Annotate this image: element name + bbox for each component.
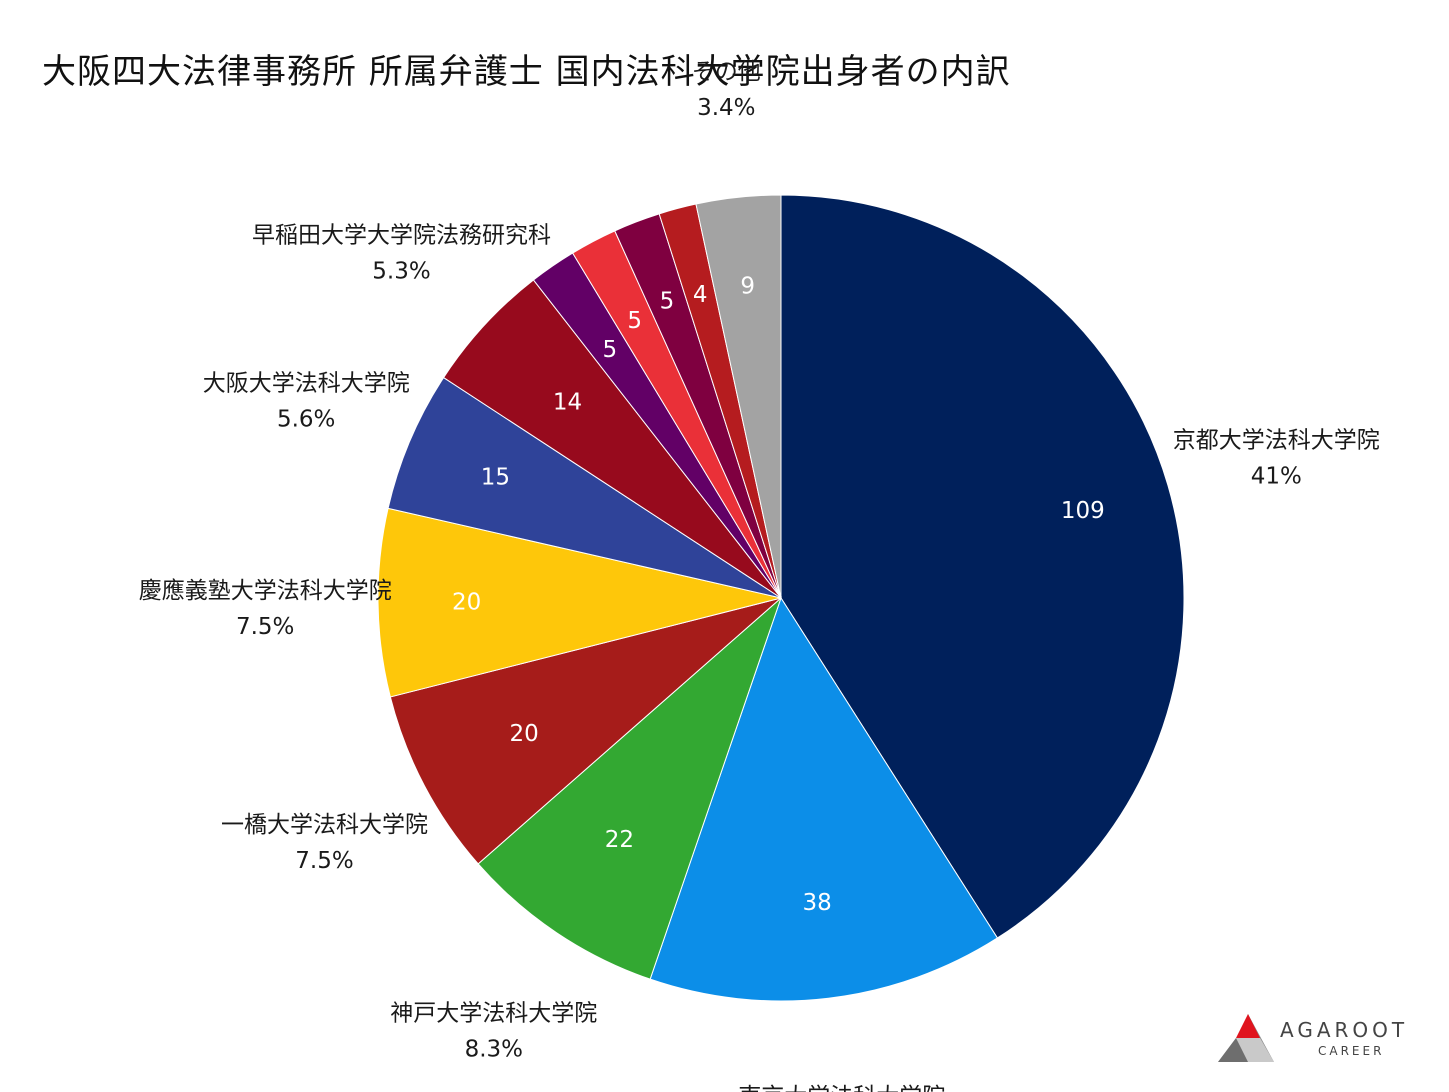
slice-name: 東京大学法科大学院 bbox=[738, 1084, 945, 1092]
pie-slice bbox=[477, 596, 783, 980]
pie-slice bbox=[387, 376, 782, 599]
slice-value-label: 22 bbox=[605, 827, 634, 853]
agaroot-career-logo: AGAROOT CAREER bbox=[1214, 1010, 1434, 1070]
logo-mark-icon bbox=[1218, 1014, 1274, 1062]
slice-category-label: 京都大学法科大学院 41% bbox=[1173, 428, 1380, 490]
slice-percent: 7.5% bbox=[295, 848, 353, 874]
logo-sub: CAREER bbox=[1318, 1044, 1385, 1058]
pie-slice bbox=[695, 194, 782, 599]
slice-name: 慶應義塾大学法科大学院 bbox=[139, 578, 392, 604]
pie-slices bbox=[377, 194, 1185, 1002]
pie-slice bbox=[649, 596, 999, 1002]
slice-percent: 7.5% bbox=[236, 614, 294, 640]
slice-percent: 8.3% bbox=[465, 1037, 523, 1063]
slice-category-label: 早稲田大学大学院法務研究科 5.3% bbox=[252, 223, 551, 285]
slice-name: 早稲田大学大学院法務研究科 bbox=[252, 223, 551, 249]
slice-category-label: その他 3.4% bbox=[692, 59, 761, 121]
slice-value-label: 38 bbox=[802, 890, 831, 916]
slice-category-label: 一橋大学法科大学院 7.5% bbox=[221, 812, 428, 874]
pie-slice bbox=[389, 597, 782, 865]
slice-value-label: 20 bbox=[510, 721, 539, 747]
slice-value-label: 20 bbox=[452, 590, 481, 616]
slice-name: 神戸大学法科大学院 bbox=[390, 1001, 597, 1027]
slice-percent: 5.3% bbox=[372, 259, 430, 285]
pie-slice bbox=[377, 507, 782, 698]
category-labels: 京都大学法科大学院 41% 東京大学法科大学院14.3% 神戸大学法科大学院 8.3% 一… bbox=[139, 59, 1380, 1092]
slice-value-label: 5 bbox=[627, 308, 642, 334]
slice-value-label: 9 bbox=[740, 273, 755, 299]
pie-slice bbox=[780, 194, 1185, 939]
slice-value-label: 109 bbox=[1061, 498, 1105, 524]
slice-name: その他 bbox=[692, 59, 761, 85]
slice-value-label: 4 bbox=[693, 282, 708, 308]
slice-value-label: 5 bbox=[660, 289, 675, 315]
slice-percent: 3.4% bbox=[697, 95, 755, 121]
slice-value-label: 15 bbox=[481, 465, 510, 491]
slice-name: 京都大学法科大学院 bbox=[1173, 428, 1380, 454]
slice-value-label: 14 bbox=[553, 390, 582, 416]
slice-category-label: 大阪大学法科大学院 5.6% bbox=[203, 370, 410, 432]
chart-title: 大阪四大法律事務所 所属弁護士 国内法科大学院出身者の内訳 bbox=[42, 52, 1011, 92]
slice-name: 大阪大学法科大学院 bbox=[203, 370, 410, 396]
slice-percent: 5.6% bbox=[277, 406, 335, 432]
logo-name: AGAROOT bbox=[1280, 1018, 1409, 1042]
slice-percent: 41% bbox=[1251, 464, 1302, 490]
slice-value-label: 5 bbox=[602, 337, 617, 363]
slice-name: 一橋大学法科大学院 bbox=[221, 812, 428, 838]
slice-category-label: 東京大学法科大学院14.3% bbox=[738, 1084, 945, 1092]
slice-category-label: 神戸大学法科大学院 8.3% bbox=[390, 1001, 597, 1063]
slice-category-label: 慶應義塾大学法科大学院 7.5% bbox=[139, 578, 392, 640]
